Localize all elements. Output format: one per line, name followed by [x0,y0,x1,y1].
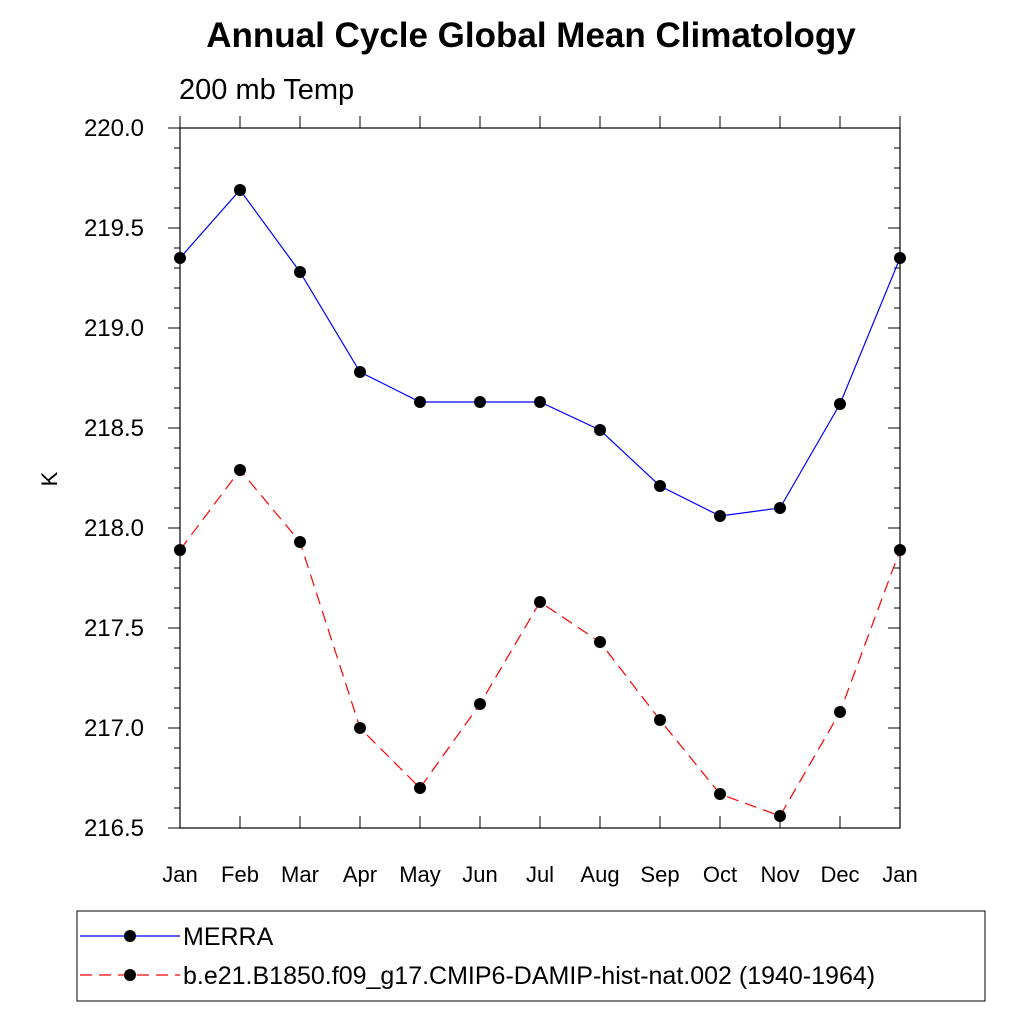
chart-title: Annual Cycle Global Mean Climatology [206,16,856,55]
legend: MERRA b.e21.B1850.f09_g17.CMIP6-DAMIP-his… [76,910,986,1002]
x-tick-label: Jan [162,862,197,887]
y-tick-label: 217.0 [84,715,144,742]
data-point [714,510,726,522]
y-axis-ticks: 216.5 217.0 217.5 218.0 218.5 219.0 219.5 220.0 [84,115,900,842]
legend-label: MERRA [183,923,274,951]
data-point [834,398,846,410]
data-point [654,480,666,492]
data-point [474,396,486,408]
x-tick-label: Apr [343,862,377,887]
data-point [594,424,606,436]
series-line-1 [179,469,901,817]
data-point [774,502,786,514]
x-tick-label: Aug [580,862,619,887]
legend-box [76,910,986,1002]
data-point [594,636,606,648]
data-point [834,706,846,718]
legend-label: b.e21.B1850.f09_g17.CMIP6-DAMIP-hist-nat… [183,962,875,990]
legend-marker [124,930,136,942]
series-markers [174,184,906,822]
series-line-0 [179,189,901,517]
data-point [414,782,426,794]
y-tick-label: 218.0 [84,515,144,542]
series-lines [179,189,901,817]
y-tick-label: 219.0 [84,315,144,342]
legend-marker [124,969,136,981]
data-point [654,714,666,726]
data-point [714,788,726,800]
y-axis-label: K [37,471,62,486]
data-point [354,366,366,378]
data-point [294,536,306,548]
x-axis-ticks: Jan Feb Mar Apr May Jun Jul Aug Sep Oct Nov Dec Jan [162,116,918,887]
x-tick-label: May [399,862,441,887]
data-point [294,266,306,278]
legend-items: MERRA b.e21.B1850.f09_g17.CMIP6-DAMIP-his… [80,923,875,990]
x-tick-label: Feb [221,862,259,887]
data-point [894,252,906,264]
plot-frame [179,127,901,829]
y-tick-label: 219.5 [84,215,144,242]
x-tick-label: Dec [820,862,859,887]
data-point [234,464,246,476]
data-point [234,184,246,196]
data-point [174,544,186,556]
y-tick-label: 217.5 [84,615,144,642]
chart-subtitle: 200 mb Temp [179,74,354,106]
x-tick-label: Jan [882,862,917,887]
data-point [534,596,546,608]
x-tick-label: Sep [640,862,679,887]
x-tick-label: Nov [760,862,799,887]
data-point [894,544,906,556]
x-tick-label: Jun [462,862,497,887]
data-point [414,396,426,408]
data-point [534,396,546,408]
data-point [354,722,366,734]
data-point [774,810,786,822]
data-point [474,698,486,710]
data-point [174,252,186,264]
y-tick-label: 216.5 [84,815,144,842]
x-tick-label: Oct [703,862,737,887]
x-tick-label: Jul [526,862,554,887]
x-tick-label: Mar [281,862,319,887]
y-tick-label: 218.5 [84,415,144,442]
y-tick-label: 220.0 [84,115,144,142]
